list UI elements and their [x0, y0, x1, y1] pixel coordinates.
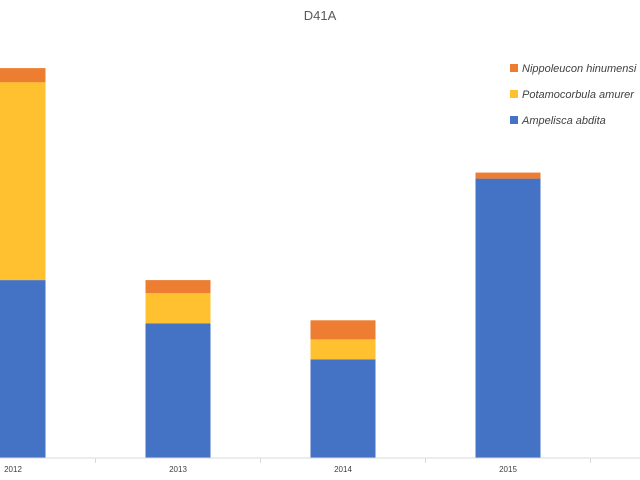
bar-2013-series-1 — [145, 293, 211, 324]
bar-2013-series-0 — [145, 323, 211, 458]
bars-group — [0, 68, 541, 458]
x-tick-label-2015: 2015 — [499, 465, 517, 474]
bar-2012-series-2 — [0, 68, 46, 83]
bar-2015-series-0 — [475, 178, 541, 458]
legend-swatch-0 — [510, 64, 518, 72]
x-tick-label-2014: 2014 — [334, 465, 352, 474]
x-axis-ticks — [95, 458, 591, 463]
x-tick-label-2013: 2013 — [169, 465, 187, 474]
legend: Nippoleucon hinumensi Potamocorbula amure… — [510, 63, 637, 127]
legend-swatch-2 — [510, 116, 518, 124]
chart-title: D41A — [304, 8, 337, 23]
legend-label-2: Ampelisca abdita — [521, 115, 606, 127]
bar-2014-series-2 — [310, 320, 376, 340]
legend-label-0: Nippoleucon hinumensi — [522, 63, 637, 75]
x-axis-tick-labels: 20122013201420152016 — [4, 465, 517, 474]
x-tick-label-2012: 2012 — [4, 465, 22, 474]
bar-2013-series-2 — [145, 280, 211, 294]
bar-2014-series-1 — [310, 339, 376, 360]
bar-2015-series-2 — [475, 172, 541, 179]
legend-label-1: Potamocorbula amurer — [522, 89, 635, 101]
bar-2012-series-0 — [0, 280, 46, 458]
bar-2014-series-0 — [310, 359, 376, 458]
bar-2012-series-1 — [0, 82, 46, 281]
legend-swatch-1 — [510, 90, 518, 98]
